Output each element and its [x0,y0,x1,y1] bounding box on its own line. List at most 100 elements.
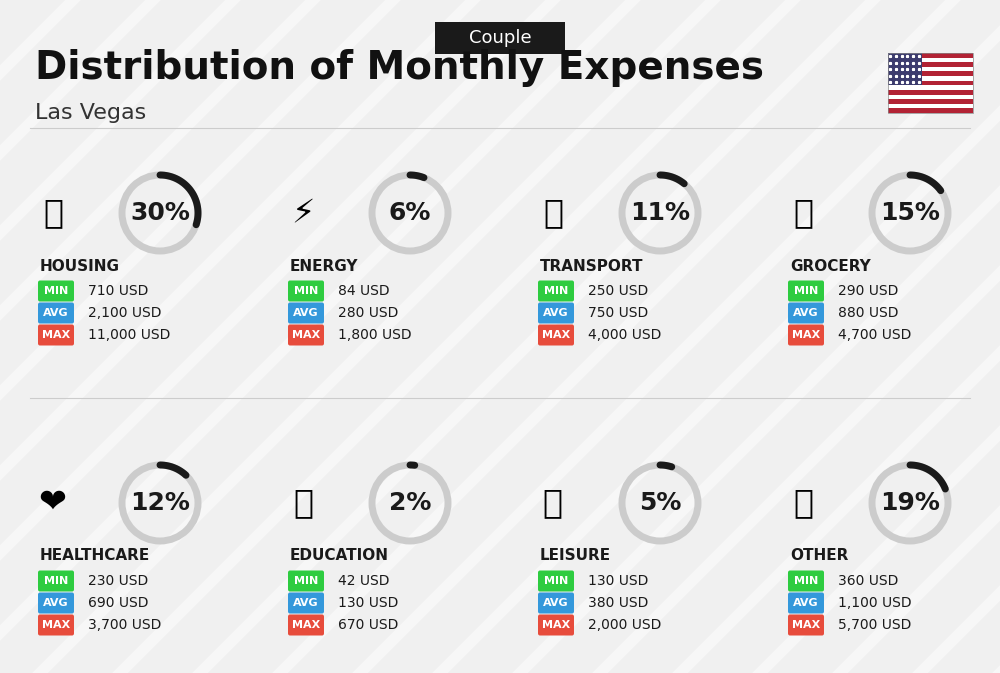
Text: AVG: AVG [293,598,319,608]
Text: MIN: MIN [44,286,68,296]
Text: 4,000 USD: 4,000 USD [588,328,661,342]
Text: 880 USD: 880 USD [838,306,899,320]
Text: MIN: MIN [794,286,818,296]
FancyBboxPatch shape [788,592,824,614]
Text: 💰: 💰 [793,487,813,520]
FancyBboxPatch shape [538,592,574,614]
Text: MAX: MAX [542,620,570,630]
Text: 5,700 USD: 5,700 USD [838,618,911,632]
FancyBboxPatch shape [288,571,324,592]
Text: 280 USD: 280 USD [338,306,398,320]
Text: 1,100 USD: 1,100 USD [838,596,912,610]
Text: Distribution of Monthly Expenses: Distribution of Monthly Expenses [35,49,764,87]
Text: 42 USD: 42 USD [338,574,390,588]
Text: AVG: AVG [543,308,569,318]
Text: MAX: MAX [292,620,320,630]
Text: 250 USD: 250 USD [588,284,648,298]
Text: EDUCATION: EDUCATION [290,548,389,563]
Text: 6%: 6% [389,201,431,225]
FancyBboxPatch shape [538,571,574,592]
FancyBboxPatch shape [888,90,972,94]
FancyBboxPatch shape [288,324,324,345]
FancyBboxPatch shape [288,592,324,614]
Text: 11%: 11% [630,201,690,225]
FancyBboxPatch shape [888,85,972,90]
Text: 130 USD: 130 USD [338,596,398,610]
Text: Couple: Couple [469,29,531,47]
FancyBboxPatch shape [788,571,824,592]
Text: 🏢: 🏢 [43,197,63,229]
FancyBboxPatch shape [888,62,972,67]
Text: AVG: AVG [793,598,819,608]
FancyBboxPatch shape [888,104,972,108]
FancyBboxPatch shape [788,324,824,345]
Text: MAX: MAX [542,330,570,340]
Text: 15%: 15% [880,201,940,225]
FancyBboxPatch shape [288,281,324,302]
Text: 🛒: 🛒 [793,197,813,229]
Text: MIN: MIN [294,286,318,296]
Text: MAX: MAX [292,330,320,340]
Text: MIN: MIN [294,576,318,586]
Text: MIN: MIN [544,286,568,296]
FancyBboxPatch shape [288,302,324,324]
FancyBboxPatch shape [888,108,972,113]
Text: 750 USD: 750 USD [588,306,648,320]
Text: 19%: 19% [880,491,940,515]
FancyBboxPatch shape [788,302,824,324]
FancyBboxPatch shape [38,614,74,635]
FancyBboxPatch shape [788,614,824,635]
Text: ❤️: ❤️ [39,487,67,520]
FancyBboxPatch shape [538,614,574,635]
FancyBboxPatch shape [538,281,574,302]
FancyBboxPatch shape [288,614,324,635]
Text: OTHER: OTHER [790,548,848,563]
Text: 4,700 USD: 4,700 USD [838,328,911,342]
Text: AVG: AVG [43,598,69,608]
Text: 🎓: 🎓 [293,487,313,520]
FancyBboxPatch shape [38,571,74,592]
Text: MIN: MIN [794,576,818,586]
FancyBboxPatch shape [435,22,565,54]
Text: AVG: AVG [543,598,569,608]
FancyBboxPatch shape [38,281,74,302]
FancyBboxPatch shape [888,58,972,62]
Text: 5%: 5% [639,491,681,515]
FancyBboxPatch shape [888,53,972,58]
FancyBboxPatch shape [888,81,972,85]
Text: 2%: 2% [389,491,431,515]
Text: MIN: MIN [544,576,568,586]
Text: MIN: MIN [44,576,68,586]
Text: 710 USD: 710 USD [88,284,148,298]
Text: AVG: AVG [43,308,69,318]
Text: GROCERY: GROCERY [790,258,871,273]
Text: LEISURE: LEISURE [540,548,611,563]
Text: 84 USD: 84 USD [338,284,390,298]
Text: AVG: AVG [793,308,819,318]
Text: 2,000 USD: 2,000 USD [588,618,661,632]
FancyBboxPatch shape [888,76,972,81]
Text: MAX: MAX [792,330,820,340]
FancyBboxPatch shape [788,281,824,302]
Text: 2,100 USD: 2,100 USD [88,306,162,320]
Text: ⚡: ⚡ [291,197,315,229]
FancyBboxPatch shape [538,302,574,324]
Text: 11,000 USD: 11,000 USD [88,328,170,342]
Text: 360 USD: 360 USD [838,574,898,588]
Text: ENERGY: ENERGY [290,258,358,273]
Text: TRANSPORT: TRANSPORT [540,258,644,273]
Text: 230 USD: 230 USD [88,574,148,588]
Text: 670 USD: 670 USD [338,618,398,632]
FancyBboxPatch shape [888,99,972,104]
Text: 290 USD: 290 USD [838,284,898,298]
FancyBboxPatch shape [38,592,74,614]
FancyBboxPatch shape [538,324,574,345]
Text: 30%: 30% [130,201,190,225]
Text: AVG: AVG [293,308,319,318]
FancyBboxPatch shape [888,71,972,76]
FancyBboxPatch shape [38,302,74,324]
Text: 690 USD: 690 USD [88,596,148,610]
FancyBboxPatch shape [888,94,972,99]
FancyBboxPatch shape [38,324,74,345]
Text: 🚌: 🚌 [543,197,563,229]
